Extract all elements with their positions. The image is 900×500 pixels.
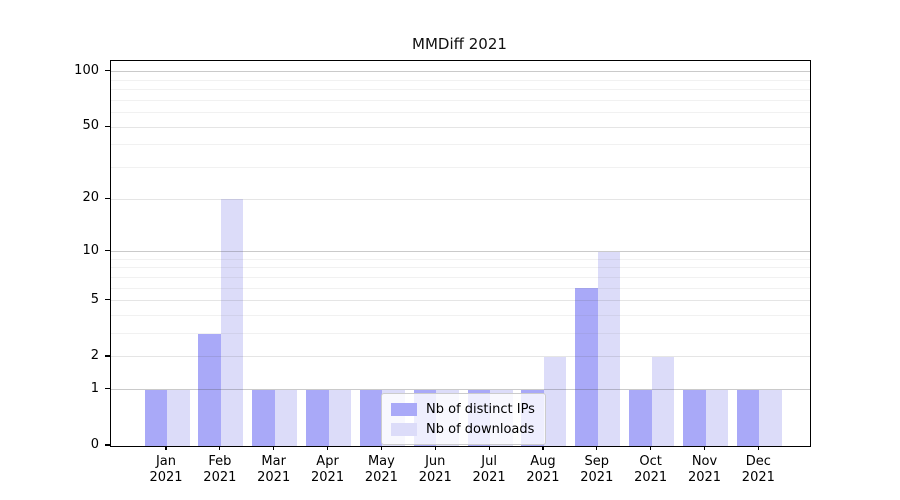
bar-downloads-feb (220, 199, 244, 446)
bar-ips-nov (683, 389, 706, 446)
bar-downloads-dec (759, 389, 782, 446)
x-tick-jul (488, 446, 490, 450)
x-tick-month: Nov (691, 454, 718, 469)
x-tick-label-feb: Feb 2021 (188, 454, 252, 485)
y-tick-label-10: 10 (82, 242, 99, 258)
bar-downloads-aug (543, 356, 567, 446)
x-tick-month: Mar (261, 454, 286, 469)
x-tick-oct (650, 446, 652, 450)
bar-downloads-mar (274, 389, 298, 446)
x-tick-aug (542, 446, 544, 450)
x-tick-month: Jun (425, 454, 446, 469)
bar-downloads-apr (328, 389, 352, 446)
x-tick-month: Jul (481, 454, 497, 469)
x-tick-month: Aug (530, 454, 556, 469)
y-tick-label-1: 1 (90, 380, 99, 396)
x-tick-label-aug: Aug 2021 (511, 454, 575, 485)
x-tick-month: Oct (639, 454, 662, 469)
y-tick-label-20: 20 (82, 190, 99, 206)
x-tick-month: Dec (745, 454, 771, 469)
x-tick-year: 2021 (203, 469, 237, 485)
x-tick-year: 2021 (580, 469, 614, 485)
bar-ips-dec (736, 389, 760, 446)
x-tick-month: May (367, 454, 395, 469)
x-tick-label-sep: Sep 2021 (565, 454, 629, 485)
bar-ips-feb (198, 333, 221, 446)
bar-ips-jan (144, 389, 167, 446)
x-tick-mar (273, 446, 275, 450)
x-tick-year: 2021 (257, 469, 291, 485)
legend: Nb of distinct IPs Nb of downloads (381, 393, 546, 445)
x-tick-dec (757, 446, 759, 450)
bar-ips-oct (629, 389, 652, 446)
bar-downloads-nov (705, 389, 728, 446)
x-tick-label-jun: Jun 2021 (403, 454, 467, 485)
x-tick-label-dec: Dec 2021 (726, 454, 790, 485)
y-tick-20 (105, 197, 110, 199)
bar-ips-apr (306, 389, 329, 446)
y-tick-50 (105, 125, 110, 127)
y-tick-label-2: 2 (90, 347, 99, 363)
y-tick-100 (105, 70, 110, 72)
y-tick-label-50: 50 (82, 118, 99, 134)
x-tick-feb (219, 446, 221, 450)
x-tick-year: 2021 (418, 469, 452, 485)
y-tick-5 (105, 299, 110, 301)
y-tick-2 (105, 355, 110, 357)
x-tick-year: 2021 (364, 469, 398, 485)
x-tick-month: Sep (584, 454, 610, 469)
x-tick-label-mar: Mar 2021 (242, 454, 306, 485)
x-tick-label-apr: Apr 2021 (296, 454, 360, 485)
bar-downloads-sep (597, 251, 621, 446)
x-tick-label-may: May 2021 (349, 454, 413, 485)
x-tick-year: 2021 (741, 469, 775, 485)
x-tick-month: Feb (208, 454, 232, 469)
x-axis: Jan 2021 Feb 2021 Mar 2021 Apr 2021 May 2021 Jun 20… (110, 446, 809, 496)
x-tick-may (380, 446, 382, 450)
y-tick-label-0: 0 (90, 437, 99, 452)
y-axis: 0 1 2 5 10 20 50 100 (0, 60, 110, 452)
x-tick-year: 2021 (634, 469, 668, 485)
x-tick-label-oct: Oct 2021 (619, 454, 683, 485)
bar-downloads-oct (651, 356, 675, 446)
legend-swatch-distinct-ips (391, 402, 417, 416)
legend-item-downloads: Nb of downloads (391, 419, 535, 439)
y-tick-10 (105, 249, 110, 252)
y-tick-label-100: 100 (74, 62, 99, 78)
chart-title: MMDiff 2021 (412, 35, 507, 53)
x-tick-month: Jan (155, 454, 177, 469)
x-tick-jun (434, 446, 436, 450)
x-tick-year: 2021 (472, 469, 506, 485)
x-tick-label-nov: Nov 2021 (673, 454, 737, 485)
x-tick-nov (703, 446, 706, 450)
legend-label: Nb of distinct IPs (426, 401, 535, 417)
legend-item-distinct-ips: Nb of distinct IPs (391, 399, 535, 419)
x-tick-apr (326, 446, 329, 450)
bar-ips-may (359, 389, 383, 446)
x-tick-month: Apr (316, 454, 339, 469)
x-tick-year: 2021 (687, 469, 722, 485)
x-tick-sep (596, 446, 598, 450)
legend-label: Nb of downloads (426, 421, 535, 437)
y-tick-1 (105, 388, 110, 390)
x-tick-label-jul: Jul 2021 (457, 454, 521, 485)
x-tick-year: 2021 (311, 469, 345, 485)
bars-layer (111, 61, 810, 446)
plot-area: Nb of distinct IPs Nb of downloads (110, 60, 811, 447)
x-tick-jan (165, 446, 167, 450)
y-tick-label-5: 5 (90, 291, 99, 307)
bar-ips-mar (252, 389, 275, 446)
x-tick-year: 2021 (526, 469, 560, 485)
x-tick-year: 2021 (149, 469, 183, 485)
bar-ips-sep (575, 288, 598, 446)
x-tick-label-jan: Jan 2021 (134, 454, 198, 485)
y-tick-0 (105, 444, 110, 446)
bar-downloads-jan (167, 389, 190, 446)
legend-swatch-downloads (391, 422, 417, 436)
